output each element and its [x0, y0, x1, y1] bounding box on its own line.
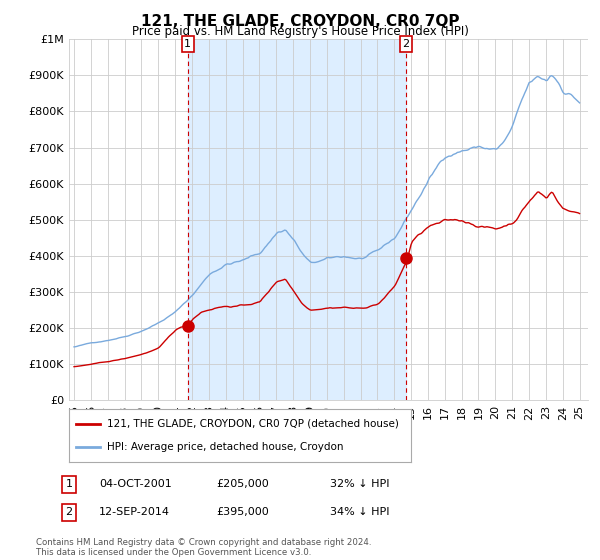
Text: 04-OCT-2001: 04-OCT-2001	[99, 479, 172, 489]
Text: 34% ↓ HPI: 34% ↓ HPI	[330, 507, 389, 517]
Text: £205,000: £205,000	[216, 479, 269, 489]
Bar	[188, 39, 406, 400]
Text: 121, THE GLADE, CROYDON, CR0 7QP (detached house): 121, THE GLADE, CROYDON, CR0 7QP (detach…	[107, 419, 398, 429]
Text: 32% ↓ HPI: 32% ↓ HPI	[330, 479, 389, 489]
Text: 12-SEP-2014: 12-SEP-2014	[99, 507, 170, 517]
Text: 1: 1	[184, 39, 191, 49]
Text: Contains HM Land Registry data © Crown copyright and database right 2024.
This d: Contains HM Land Registry data © Crown c…	[36, 538, 371, 557]
Text: Price paid vs. HM Land Registry's House Price Index (HPI): Price paid vs. HM Land Registry's House …	[131, 25, 469, 38]
Text: HPI: Average price, detached house, Croydon: HPI: Average price, detached house, Croy…	[107, 442, 343, 452]
Text: 2: 2	[65, 507, 73, 517]
Text: 1: 1	[65, 479, 73, 489]
Text: 121, THE GLADE, CROYDON, CR0 7QP: 121, THE GLADE, CROYDON, CR0 7QP	[141, 14, 459, 29]
Text: 2: 2	[403, 39, 410, 49]
Text: £395,000: £395,000	[216, 507, 269, 517]
